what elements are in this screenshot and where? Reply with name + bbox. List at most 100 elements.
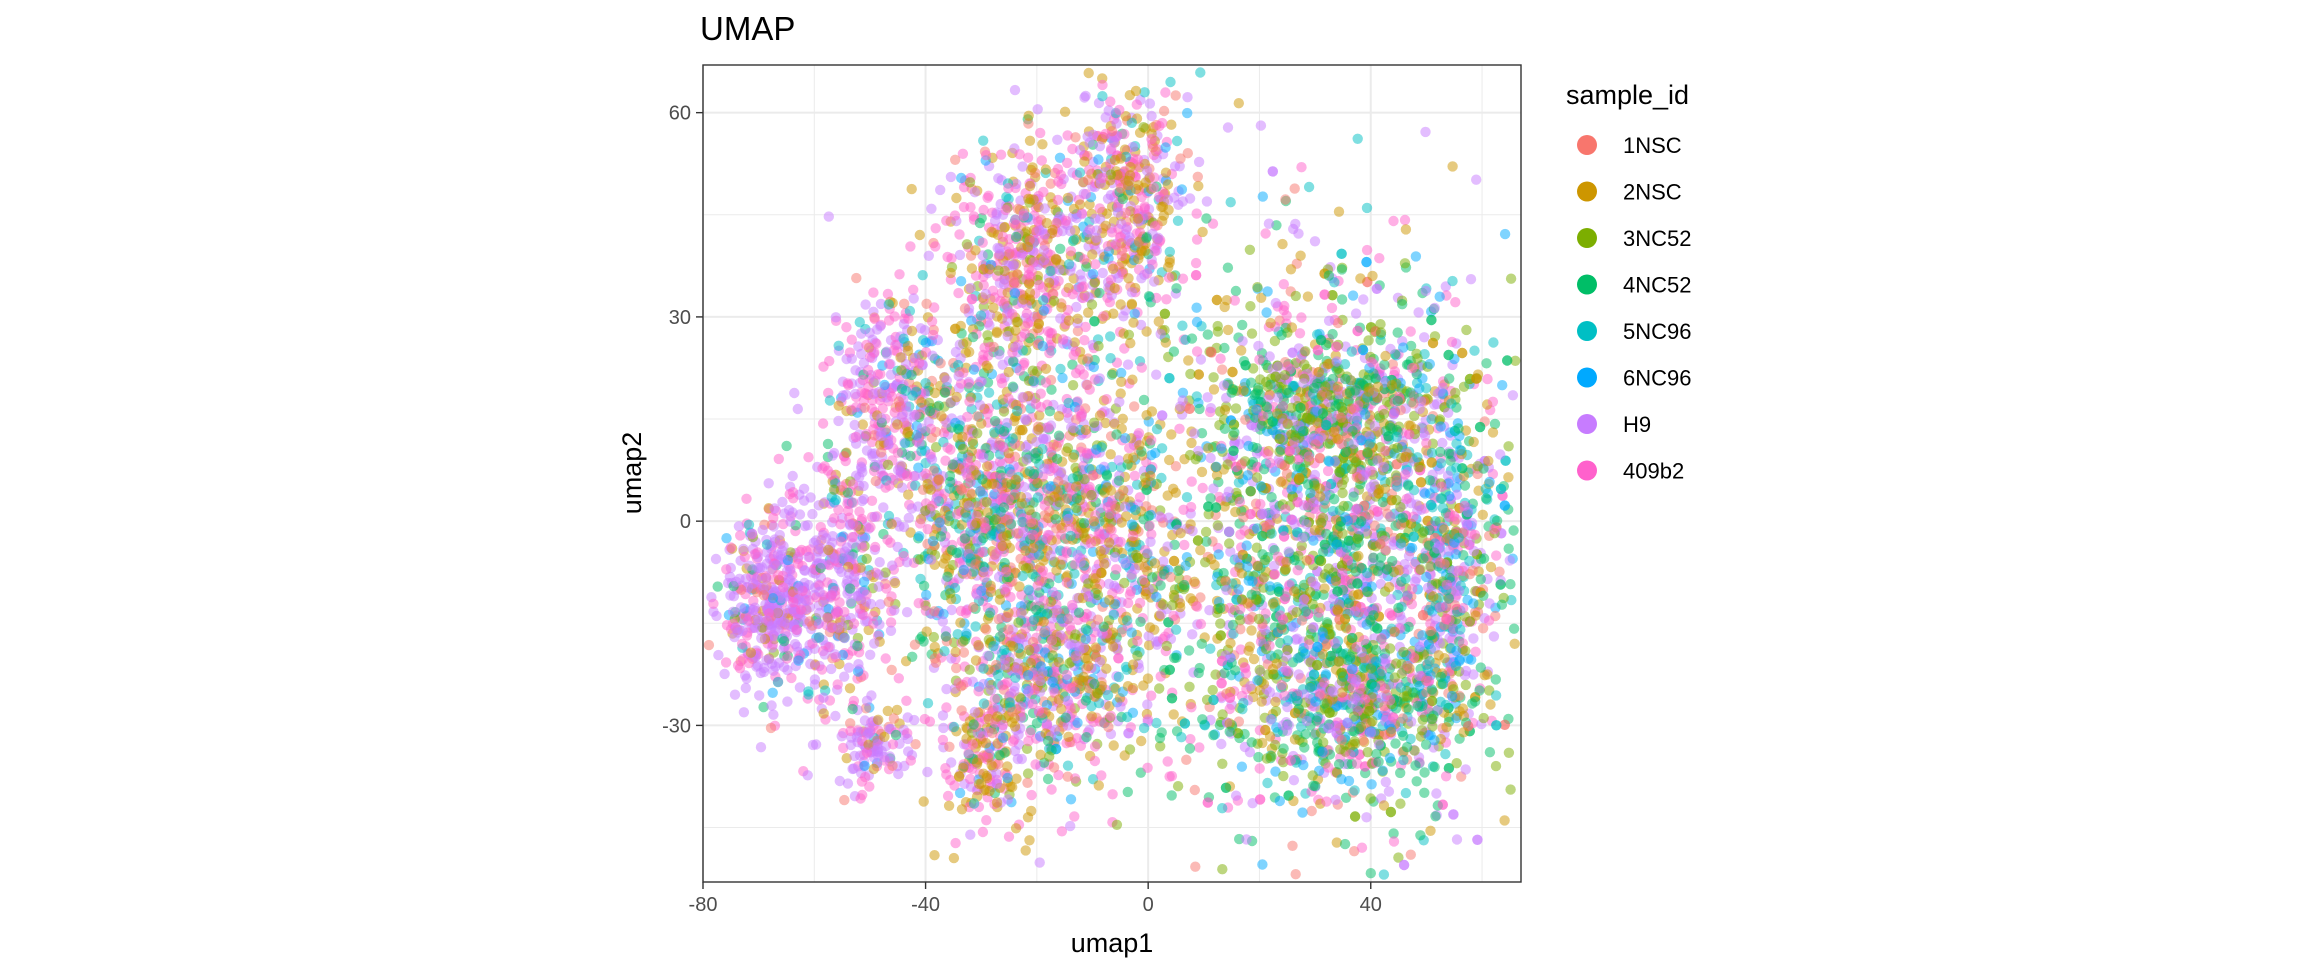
data-point (952, 629, 963, 640)
data-point (1213, 491, 1225, 503)
data-point (1030, 759, 1041, 770)
data-point (1380, 776, 1392, 788)
data-point (794, 682, 806, 693)
data-point (1146, 690, 1157, 701)
data-point (1222, 122, 1234, 133)
data-point (1285, 264, 1297, 275)
data-point (929, 850, 940, 861)
data-point (1487, 427, 1499, 438)
data-point (1105, 449, 1116, 460)
data-point (950, 646, 961, 658)
data-point (1133, 428, 1145, 439)
data-point (1339, 838, 1351, 850)
data-point (1263, 218, 1275, 229)
data-point (846, 334, 857, 345)
data-point (741, 493, 752, 504)
data-point (1054, 152, 1066, 163)
data-point (1156, 609, 1167, 620)
data-point (1484, 747, 1496, 758)
data-point (1225, 546, 1236, 557)
data-point (1122, 359, 1134, 370)
data-point (1093, 154, 1104, 165)
data-point (1119, 577, 1130, 589)
data-point (984, 320, 995, 331)
data-point (1237, 319, 1248, 331)
data-point (1361, 202, 1373, 214)
data-point (768, 709, 779, 720)
data-point (802, 770, 813, 781)
data-point (945, 267, 956, 279)
data-point (1040, 363, 1052, 374)
data-point (1049, 491, 1060, 502)
data-point (1088, 361, 1100, 373)
data-point (1202, 329, 1214, 340)
data-point (1179, 718, 1191, 729)
data-point (884, 359, 895, 370)
data-point (851, 272, 862, 284)
data-point (1164, 246, 1176, 257)
data-point (1252, 282, 1263, 293)
data-point (1365, 793, 1376, 804)
data-point (839, 794, 850, 806)
data-point (1256, 292, 1267, 303)
data-point (1222, 324, 1234, 336)
data-point (1270, 696, 1281, 707)
data-point (1062, 130, 1073, 141)
data-point (833, 415, 844, 427)
data-point (1105, 353, 1116, 364)
data-point (1160, 142, 1171, 153)
data-point (868, 763, 879, 775)
data-point (1245, 301, 1256, 312)
data-point (1495, 483, 1507, 495)
data-point (964, 177, 976, 188)
data-point (1408, 511, 1419, 522)
data-point (1196, 428, 1208, 439)
data-point (1179, 539, 1190, 551)
data-point (1499, 815, 1510, 826)
data-point (1237, 336, 1248, 347)
data-point (1181, 754, 1192, 765)
data-point (982, 192, 993, 203)
data-point (878, 502, 889, 513)
data-point (942, 251, 953, 263)
data-point (1111, 819, 1123, 830)
data-point (1260, 228, 1271, 239)
data-point (1011, 773, 1022, 784)
data-point (1496, 599, 1508, 610)
data-point (1323, 315, 1335, 326)
data-point (1067, 380, 1079, 391)
data-point (1146, 110, 1157, 122)
data-point (1104, 523, 1116, 534)
data-point (928, 631, 939, 643)
data-point (1303, 181, 1315, 193)
data-point (1093, 780, 1105, 791)
data-point (1160, 87, 1171, 98)
data-point (889, 605, 900, 616)
data-point (1055, 243, 1066, 254)
data-point (1270, 766, 1281, 777)
data-point (901, 695, 912, 706)
data-point (1181, 492, 1193, 503)
data-point (1138, 394, 1150, 406)
data-point (965, 829, 976, 840)
data-point (1172, 781, 1184, 792)
data-point (1378, 408, 1390, 420)
data-point (1118, 311, 1129, 322)
data-point (1235, 529, 1246, 540)
data-point (1083, 67, 1094, 79)
data-point (1070, 462, 1081, 473)
data-point (1123, 728, 1134, 739)
data-point (1044, 751, 1055, 762)
data-point (1072, 325, 1084, 337)
data-point (858, 480, 869, 492)
data-point (1187, 629, 1198, 640)
data-point (1186, 437, 1197, 449)
data-point (1488, 631, 1500, 642)
data-point (1009, 84, 1021, 96)
data-point (861, 339, 872, 351)
data-point (1190, 861, 1201, 872)
data-point (925, 423, 937, 434)
data-point (1157, 201, 1169, 212)
data-point (1363, 335, 1374, 346)
data-point (1440, 748, 1451, 760)
